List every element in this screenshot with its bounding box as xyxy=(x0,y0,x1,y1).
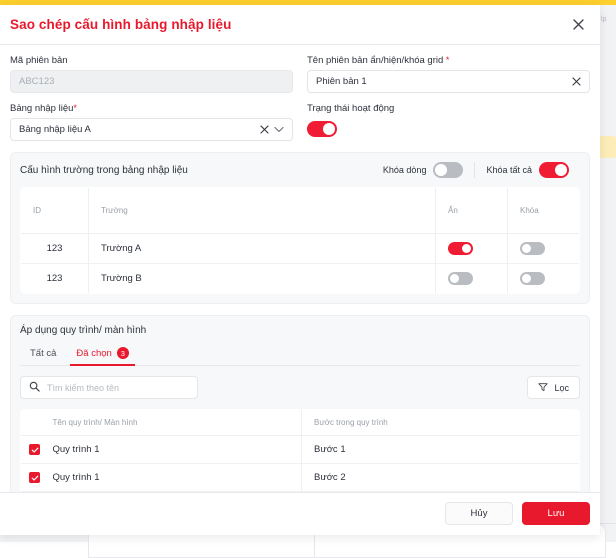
version-code-input[interactable]: ABC123 xyxy=(10,70,293,93)
fields-table-header-row: ID Trường Ẩn Khóa xyxy=(21,188,580,234)
fields-col-id: ID xyxy=(21,188,89,234)
modal-title: Sao chép cấu hình bảng nhập liệu xyxy=(10,17,231,32)
process-row-step: Bước 1 xyxy=(302,436,580,464)
table-row: Quy trình 1 Bước 1 xyxy=(21,436,580,464)
field-version-code-label: Mã phiên bản xyxy=(10,55,293,66)
process-col-step: Bước trong quy trình xyxy=(302,410,580,436)
field-locked-toggle[interactable] xyxy=(520,242,545,255)
tab-selected-badge: 3 xyxy=(117,347,129,359)
field-row-id: 123 xyxy=(21,264,89,294)
row-checkbox[interactable] xyxy=(29,444,40,455)
field-row-name: Trường A xyxy=(89,234,436,264)
fields-config-toggles: Khóa dòng Khóa tất cả xyxy=(372,162,580,178)
tab-all-label: Tất cả xyxy=(30,348,56,359)
lock-row-toggle[interactable] xyxy=(433,162,463,178)
filter-button-label: Lọc xyxy=(554,383,569,393)
fields-config-panel: Cấu hình trường trong bảng nhập liệu Khó… xyxy=(10,152,590,304)
lock-row-group: Khóa dòng xyxy=(372,162,476,178)
process-col-name: Tên quy trình/ Màn hình xyxy=(49,410,302,436)
process-screen-panel: Áp dụng quy trình/ màn hình Tất cả Đã ch… xyxy=(10,315,590,492)
field-hidden-toggle[interactable] xyxy=(448,242,473,255)
close-icon[interactable] xyxy=(568,15,588,35)
filter-icon xyxy=(538,382,548,394)
row-checkbox[interactable] xyxy=(29,472,40,483)
save-button[interactable]: Lưu xyxy=(522,502,590,525)
field-row-name: Trường B xyxy=(89,264,436,294)
field-active-status-label: Trạng thái hoạt động xyxy=(307,103,590,114)
tab-selected[interactable]: Đã chọn 3 xyxy=(66,343,138,365)
field-row-locked-cell xyxy=(508,264,580,294)
field-data-table-label: Bảng nhập liệu* xyxy=(10,103,293,114)
table-row: 123 Trường B xyxy=(21,264,580,294)
field-grid-version-name: Tên phiên bản ẩn/hiện/khóa grid * Phiên … xyxy=(307,55,590,93)
field-active-status: Trạng thái hoạt động xyxy=(307,103,590,141)
required-mark: * xyxy=(73,103,77,113)
process-row-name: Quy trình 1 xyxy=(49,436,302,464)
search-input[interactable]: Tìm kiếm theo tên xyxy=(20,376,198,399)
fields-col-locked: Khóa xyxy=(508,188,580,234)
process-tabs: Tất cả Đã chọn 3 xyxy=(20,343,580,366)
field-hidden-toggle[interactable] xyxy=(448,272,473,285)
fields-config-title: Cấu hình trường trong bảng nhập liệu xyxy=(20,165,188,176)
modal-footer: Hủy Lưu xyxy=(0,492,600,535)
copy-data-table-config-modal: Sao chép cấu hình bảng nhập liệu Mã phiê… xyxy=(0,5,600,535)
lock-all-group: Khóa tất cả xyxy=(475,162,580,178)
table-row: 123 Trường A xyxy=(21,234,580,264)
required-mark: * xyxy=(446,55,450,65)
process-table-header-row: Tên quy trình/ Màn hình Bước trong quy t… xyxy=(21,410,580,436)
process-row-checkbox-cell xyxy=(21,464,49,492)
field-row-id: 123 xyxy=(21,234,89,264)
modal-body: Mã phiên bản ABC123 Tên phiên bản ẩn/hiệ… xyxy=(0,45,600,492)
fields-col-field: Trường xyxy=(89,188,436,234)
process-row-name: Quy trình 1 xyxy=(49,464,302,492)
chevron-down-icon[interactable] xyxy=(274,126,284,133)
lock-all-label: Khóa tất cả xyxy=(486,165,532,175)
search-placeholder: Tìm kiếm theo tên xyxy=(47,383,119,393)
table-row: Quy trình 1 Bước 2 xyxy=(21,464,580,492)
form-grid: Mã phiên bản ABC123 Tên phiên bản ẩn/hiệ… xyxy=(10,55,590,141)
process-table: Tên quy trình/ Màn hình Bước trong quy t… xyxy=(20,409,580,492)
process-row-checkbox-cell xyxy=(21,436,49,464)
version-code-placeholder: ABC123 xyxy=(19,76,284,87)
lock-row-label: Khóa dòng xyxy=(383,165,427,175)
fields-table: ID Trường Ẩn Khóa 123 Trường A xyxy=(20,187,580,294)
field-grid-version-name-label: Tên phiên bản ẩn/hiện/khóa grid * xyxy=(307,55,590,66)
fields-config-panel-header: Cấu hình trường trong bảng nhập liệu Khó… xyxy=(20,162,580,178)
cancel-button[interactable]: Hủy xyxy=(445,502,513,525)
data-table-select[interactable]: Bảng nhập liệu A xyxy=(10,118,293,141)
field-row-locked-cell xyxy=(508,234,580,264)
field-version-code: Mã phiên bản ABC123 xyxy=(10,55,293,93)
grid-version-name-value: Phiên bản 1 xyxy=(316,76,567,87)
fields-col-hidden: Ẩn xyxy=(436,188,508,234)
process-search-row: Tìm kiếm theo tên Lọc xyxy=(20,376,580,399)
close-icon[interactable] xyxy=(572,77,581,86)
close-icon[interactable] xyxy=(260,125,269,134)
process-col-checkbox xyxy=(21,410,49,436)
modal-header: Sao chép cấu hình bảng nhập liệu xyxy=(0,5,600,45)
field-locked-toggle[interactable] xyxy=(520,272,545,285)
tab-all[interactable]: Tất cả xyxy=(20,344,66,365)
lock-all-toggle[interactable] xyxy=(539,162,569,178)
field-row-hidden-cell xyxy=(436,264,508,294)
field-row-hidden-cell xyxy=(436,234,508,264)
process-panel-title: Áp dụng quy trình/ màn hình xyxy=(20,325,580,336)
filter-button[interactable]: Lọc xyxy=(527,376,580,399)
grid-version-name-input[interactable]: Phiên bản 1 xyxy=(307,70,590,93)
data-table-value: Bảng nhập liệu A xyxy=(19,124,255,135)
field-data-table: Bảng nhập liệu* Bảng nhập liệu A xyxy=(10,103,293,141)
search-icon xyxy=(29,379,40,397)
active-status-toggle[interactable] xyxy=(307,121,337,137)
tab-selected-label: Đã chọn xyxy=(76,348,111,359)
process-row-step: Bước 2 xyxy=(302,464,580,492)
